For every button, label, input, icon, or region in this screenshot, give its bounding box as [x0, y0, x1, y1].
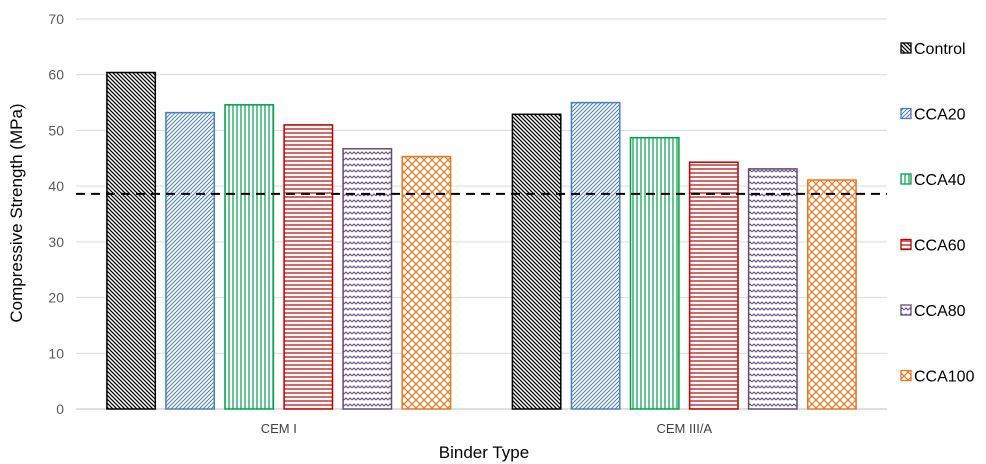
y-tick-label: 50	[48, 122, 64, 138]
legend-swatch-cca60	[900, 238, 912, 251]
x-axis-title: Binder Type	[439, 443, 529, 462]
bar-control-cem-i	[106, 71, 157, 410]
legend-label-cca60: CCA60	[914, 238, 966, 255]
bar-cca20-cem-i	[165, 111, 216, 410]
bar-cca60-cem-i	[283, 124, 334, 410]
legend-swatch-control	[900, 42, 912, 54]
bar-cca80-cem-iii-a	[747, 168, 798, 410]
x-category-label: CEM III/A	[656, 421, 712, 436]
x-category-label: CEM I	[261, 421, 297, 436]
legend-label-cca100: CCA100	[914, 369, 975, 386]
legend-label-cca40: CCA40	[914, 172, 966, 189]
bar-cca80-cem-i	[342, 148, 393, 410]
legend-swatch-cca100	[900, 369, 912, 382]
bar-cca60-cem-iii-a	[688, 161, 739, 410]
legend-swatch-cca80	[900, 304, 912, 316]
y-tick-label: 30	[48, 234, 64, 250]
y-tick-label: 0	[56, 401, 64, 417]
bar-cca20-cem-iii-a	[570, 101, 621, 410]
y-axis-title: Compressive Strength (MPa)	[7, 103, 26, 322]
y-tick-label: 40	[48, 178, 64, 194]
legend-label-cca80: CCA80	[914, 303, 966, 320]
bar-cca100-cem-iii-a	[806, 179, 857, 410]
bar-cca40-cem-iii-a	[629, 136, 680, 410]
bar-control-cem-iii-a	[511, 113, 562, 410]
legend-swatch-cca20	[900, 107, 912, 120]
y-tick-label: 20	[48, 290, 64, 306]
legend-swatch-cca40	[900, 173, 912, 185]
y-tick-label: 10	[48, 345, 64, 361]
bar-cca100-cem-i	[401, 155, 452, 410]
bar-cca40-cem-i	[224, 104, 275, 410]
y-tick-label: 70	[48, 11, 64, 27]
legend-label-cca20: CCA20	[914, 107, 966, 124]
y-tick-label: 60	[48, 67, 64, 83]
legend-label-control: Control	[914, 41, 966, 58]
